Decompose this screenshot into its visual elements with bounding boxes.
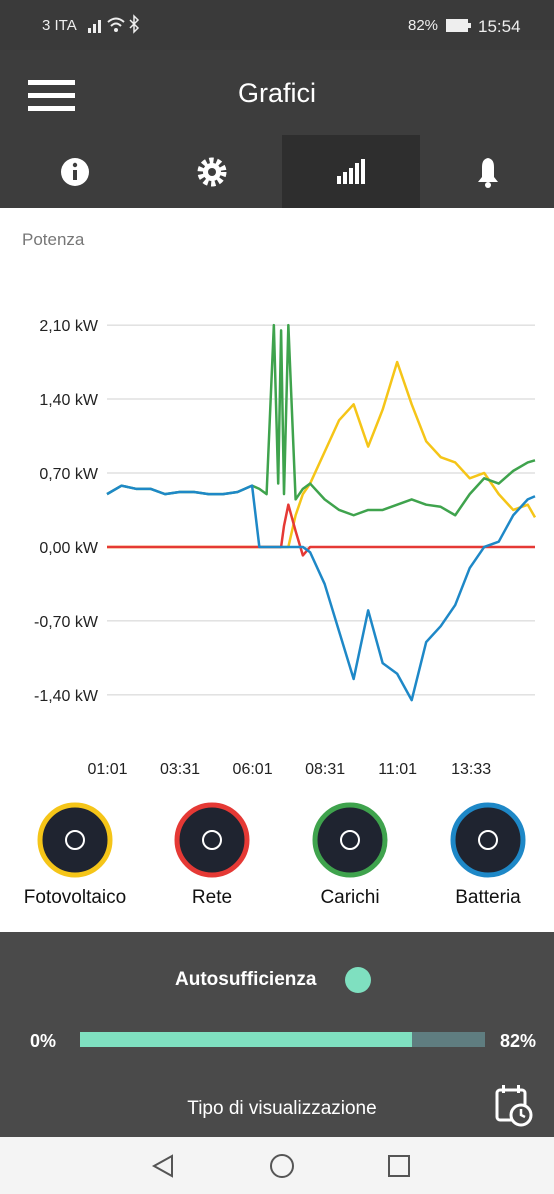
battery-icon xyxy=(446,19,471,32)
series-line xyxy=(106,484,536,702)
calendar-icon[interactable] xyxy=(494,1084,534,1128)
view-type-label[interactable]: Tipo di visualizzazione xyxy=(187,1098,377,1119)
signal-icons xyxy=(88,14,140,34)
x-tick-label: 06:01 xyxy=(233,761,273,778)
legend-icon xyxy=(340,830,360,850)
legend-item[interactable]: Rete xyxy=(174,802,250,908)
tab-bar xyxy=(0,135,554,208)
app-bar: Grafici xyxy=(0,50,554,135)
y-tick-label: 1,40 kW xyxy=(39,392,99,409)
recents-button[interactable] xyxy=(388,1155,410,1177)
autosufficiency-panel: Autosufficienza 0% 82% Tipo di visualizz… xyxy=(0,932,554,1137)
value-label: 82% xyxy=(500,1031,537,1051)
x-tick-label: 13:33 xyxy=(451,761,491,778)
y-tick-label: 0,00 kW xyxy=(39,540,99,557)
status-bar: 3 ITA 82% 15:54 xyxy=(0,0,554,50)
legend-item[interactable]: Carichi xyxy=(312,802,388,908)
info-tab[interactable] xyxy=(61,158,89,186)
series-line xyxy=(106,323,536,517)
series-line xyxy=(107,360,537,549)
legend-label: Carichi xyxy=(320,887,379,908)
legend-label: Batteria xyxy=(455,887,521,908)
legend: Fotovoltaico Rete Carichi Batteria xyxy=(24,802,526,908)
menu-button[interactable] xyxy=(28,78,76,114)
legend-swatch xyxy=(312,802,388,878)
legend-item[interactable]: Batteria xyxy=(450,802,526,908)
battery-level: 82% xyxy=(408,17,439,34)
y-tick-label: 0,70 kW xyxy=(39,466,99,483)
autosufficiency-title: Autosufficienza xyxy=(175,969,317,990)
legend-label: Rete xyxy=(192,887,232,908)
x-tick-label: 01:01 xyxy=(87,761,127,778)
screen-title: Grafici xyxy=(237,78,316,108)
settings-tab[interactable] xyxy=(197,157,227,187)
progress-fill xyxy=(80,1032,413,1047)
legend-icon xyxy=(65,830,85,850)
status-dot xyxy=(345,967,371,993)
progress-track xyxy=(80,1032,485,1047)
chart: -1,40 kW -0,70 kW 0,00 kW 0,70 kW 1,40 kW 2,1… xyxy=(34,318,537,778)
home-button[interactable] xyxy=(270,1154,294,1178)
carrier: 3 ITA xyxy=(42,17,77,34)
min-label: 0% xyxy=(30,1031,57,1051)
legend-item[interactable]: Fotovoltaico xyxy=(24,802,126,908)
clock: 15:54 xyxy=(478,17,521,36)
back-button[interactable] xyxy=(151,1154,173,1178)
nav-bar xyxy=(0,1137,554,1194)
y-tick-label: 2,10 kW xyxy=(39,318,99,335)
x-tick-label: 11:01 xyxy=(378,761,417,778)
series-line xyxy=(107,503,535,557)
legend-swatch xyxy=(450,802,526,878)
charts-tab-icon xyxy=(337,159,365,184)
y-tick-label: -1,40 kW xyxy=(34,688,99,705)
legend-icon xyxy=(202,830,222,850)
legend-swatch xyxy=(174,802,250,878)
legend-swatch xyxy=(37,802,113,878)
legend-icon xyxy=(478,830,498,850)
y-tick-label: -0,70 kW xyxy=(34,614,99,631)
x-tick-label: 08:31 xyxy=(305,761,345,778)
tab-icons xyxy=(61,135,498,208)
x-tick-label: 03:31 xyxy=(160,761,200,778)
chart-title: Potenza xyxy=(22,230,85,249)
alerts-tab[interactable] xyxy=(478,158,498,188)
legend-label: Fotovoltaico xyxy=(24,887,126,908)
